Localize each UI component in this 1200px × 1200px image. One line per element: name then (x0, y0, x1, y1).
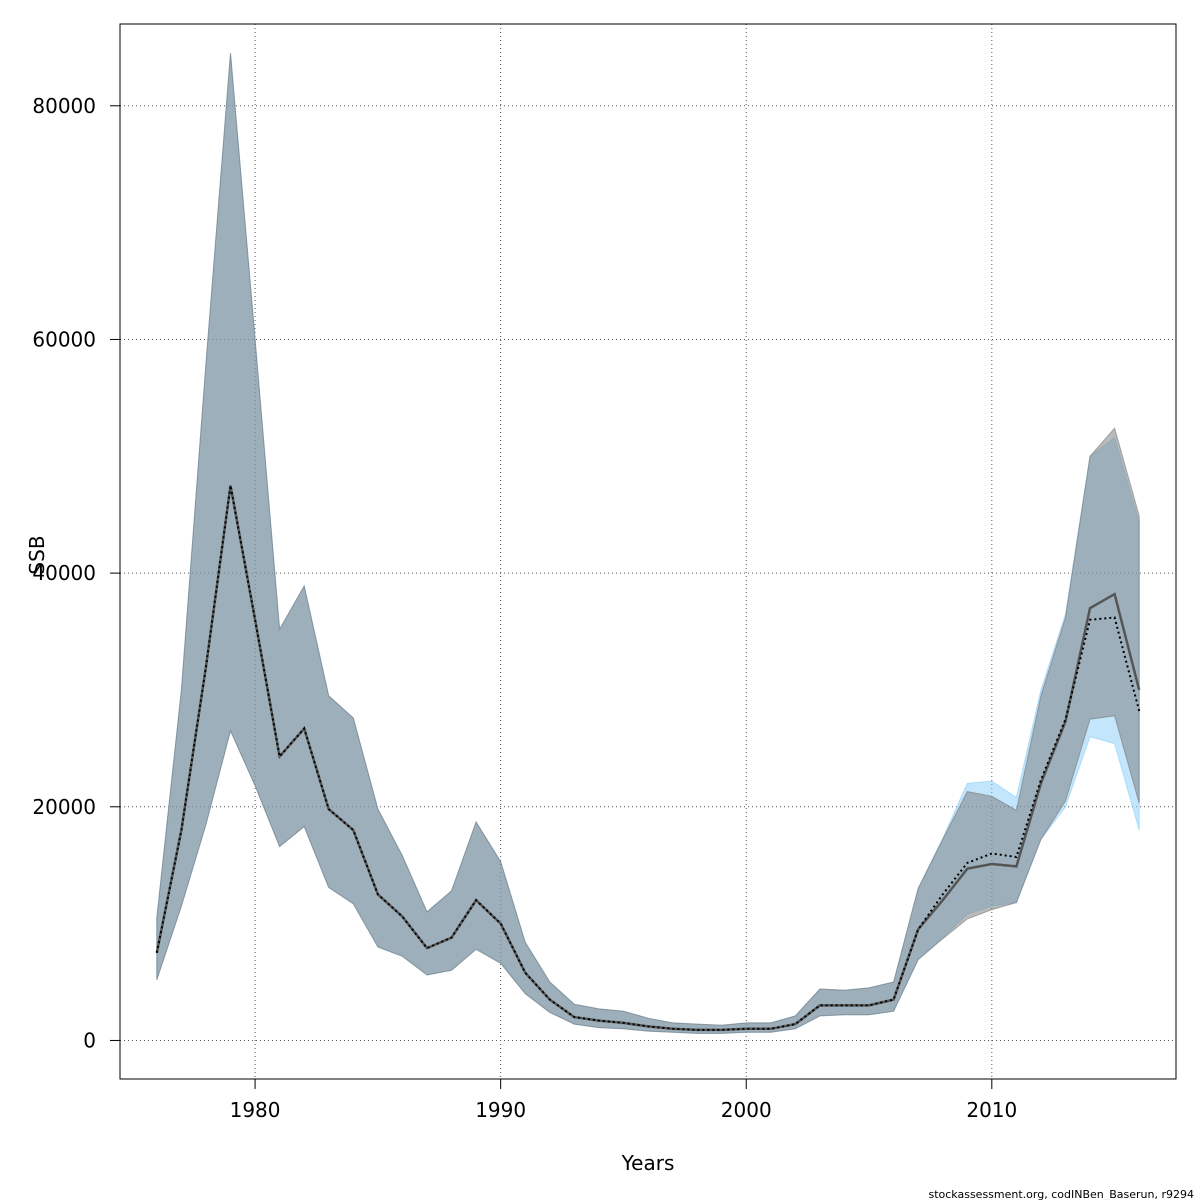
confidence-bands (156, 53, 1140, 1034)
y-axis: 0 20000 40000 60000 80000 (32, 94, 120, 1052)
y-tick-label: 0 (83, 1028, 96, 1052)
x-tick-label: 1980 (230, 1098, 281, 1122)
y-tick-label: 20000 (32, 795, 96, 819)
y-tick-label: 80000 (32, 94, 96, 118)
estimate-lines (155, 485, 1141, 1032)
y-tick-label: 60000 (32, 327, 96, 351)
credit-text: stockassessment.org, codINBen_Baserun, r… (928, 1188, 1194, 1200)
x-tick-label: 2000 (721, 1098, 772, 1122)
x-axis: 1980 1990 2000 2010 (230, 1079, 1017, 1122)
confidence-band-1 (156, 53, 1140, 1034)
x-tick-label: 2010 (966, 1098, 1017, 1122)
x-axis-label: Years (621, 1151, 675, 1175)
grid (120, 24, 1176, 1079)
y-axis-label: SSB (25, 535, 49, 574)
estimate-line-0 (155, 485, 1141, 1031)
plot-frame (119, 23, 1177, 1080)
y-tick-label: 40000 (32, 561, 96, 585)
x-tick-label: 1990 (475, 1098, 526, 1122)
